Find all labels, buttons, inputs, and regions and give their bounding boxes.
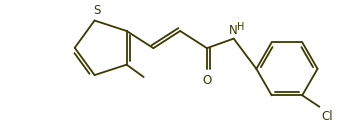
Text: H: H	[236, 22, 244, 32]
Text: O: O	[202, 74, 212, 87]
Text: N: N	[229, 24, 238, 37]
Text: Cl: Cl	[321, 110, 333, 123]
Text: S: S	[93, 4, 100, 17]
